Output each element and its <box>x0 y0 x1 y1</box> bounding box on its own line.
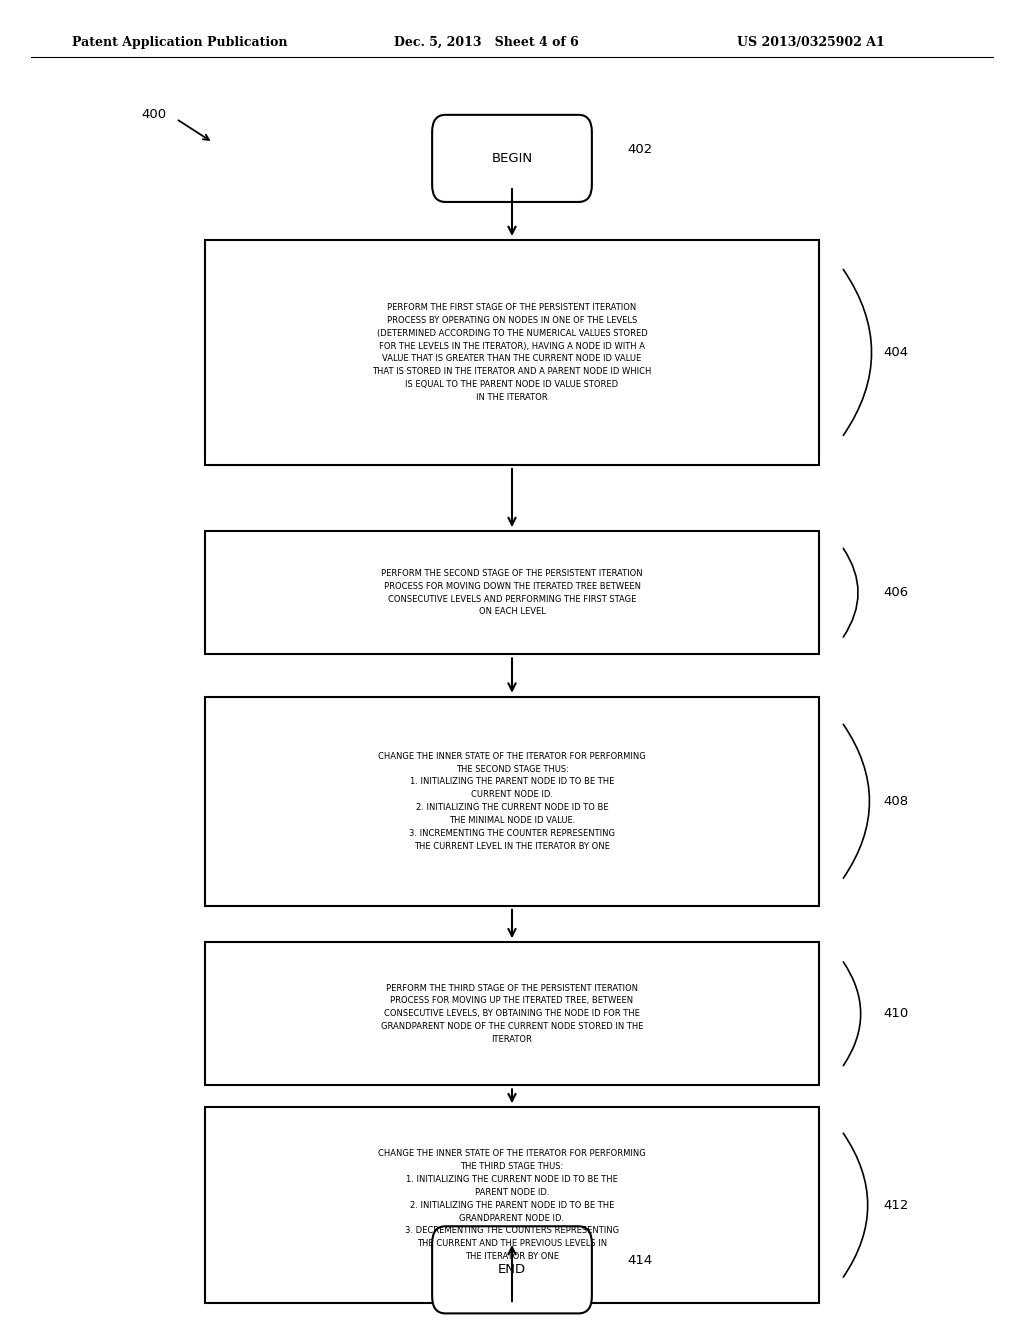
Text: PERFORM THE THIRD STAGE OF THE PERSISTENT ITERATION
PROCESS FOR MOVING UP THE IT: PERFORM THE THIRD STAGE OF THE PERSISTEN… <box>381 983 643 1044</box>
FancyBboxPatch shape <box>432 1226 592 1313</box>
FancyBboxPatch shape <box>432 115 592 202</box>
Text: 402: 402 <box>628 143 653 156</box>
Bar <box>205 942 819 1085</box>
Text: FIG. 4: FIG. 4 <box>479 1282 545 1300</box>
Text: 410: 410 <box>884 1007 909 1020</box>
Bar <box>205 1107 819 1303</box>
Bar <box>205 240 819 465</box>
Text: PERFORM THE FIRST STAGE OF THE PERSISTENT ITERATION
PROCESS BY OPERATING ON NODE: PERFORM THE FIRST STAGE OF THE PERSISTEN… <box>373 304 651 401</box>
Text: US 2013/0325902 A1: US 2013/0325902 A1 <box>737 36 885 49</box>
Text: BEGIN: BEGIN <box>492 152 532 165</box>
Bar <box>205 531 819 653</box>
Text: 412: 412 <box>884 1199 909 1212</box>
Text: 408: 408 <box>884 795 909 808</box>
Bar <box>205 697 819 906</box>
Text: 414: 414 <box>628 1254 653 1267</box>
Text: END: END <box>498 1263 526 1276</box>
Text: 404: 404 <box>884 346 909 359</box>
Text: Dec. 5, 2013   Sheet 4 of 6: Dec. 5, 2013 Sheet 4 of 6 <box>394 36 579 49</box>
Text: PERFORM THE SECOND STAGE OF THE PERSISTENT ITERATION
PROCESS FOR MOVING DOWN THE: PERFORM THE SECOND STAGE OF THE PERSISTE… <box>381 569 643 616</box>
Text: CHANGE THE INNER STATE OF THE ITERATOR FOR PERFORMING
THE SECOND STAGE THUS:
1. : CHANGE THE INNER STATE OF THE ITERATOR F… <box>378 752 646 850</box>
Text: 406: 406 <box>884 586 909 599</box>
Text: CHANGE THE INNER STATE OF THE ITERATOR FOR PERFORMING
THE THIRD STAGE THUS:
1. I: CHANGE THE INNER STATE OF THE ITERATOR F… <box>378 1150 646 1261</box>
Text: Patent Application Publication: Patent Application Publication <box>72 36 287 49</box>
Text: 400: 400 <box>141 108 166 121</box>
